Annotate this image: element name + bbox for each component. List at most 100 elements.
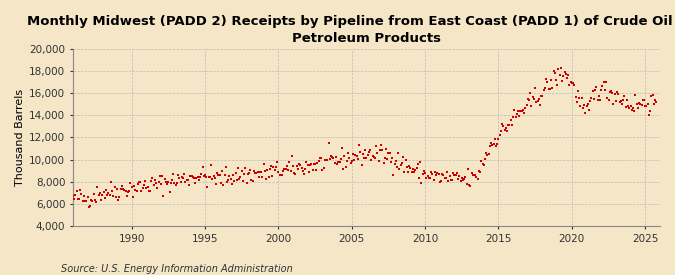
Point: [236, 169, 247, 173]
Point: [194, 175, 205, 179]
Point: [122, 194, 132, 199]
Point: [207, 177, 218, 181]
Point: [114, 194, 125, 199]
Point: [622, 98, 632, 102]
Point: [589, 97, 599, 101]
Point: [120, 188, 131, 193]
Point: [595, 98, 605, 102]
Point: [153, 180, 164, 185]
Point: [473, 169, 484, 174]
Point: [414, 176, 425, 180]
Point: [634, 101, 645, 105]
Point: [390, 159, 401, 164]
Point: [124, 189, 134, 193]
Point: [453, 177, 464, 181]
Point: [417, 172, 428, 177]
Point: [388, 172, 399, 177]
Point: [200, 173, 211, 178]
Point: [435, 180, 446, 184]
Point: [512, 109, 523, 114]
Point: [248, 169, 259, 174]
Point: [408, 170, 419, 174]
Point: [506, 122, 517, 127]
Point: [480, 157, 491, 162]
Point: [334, 160, 345, 165]
Point: [375, 148, 385, 153]
Point: [76, 192, 87, 197]
Point: [548, 69, 559, 73]
Point: [387, 156, 398, 160]
Point: [377, 148, 387, 152]
Point: [104, 192, 115, 197]
Point: [532, 99, 543, 103]
Point: [549, 71, 560, 75]
Point: [371, 144, 381, 148]
Point: [163, 180, 173, 184]
Point: [315, 156, 325, 161]
Point: [411, 166, 422, 170]
Point: [240, 166, 250, 170]
Point: [443, 179, 454, 183]
Point: [292, 167, 303, 171]
Point: [230, 171, 241, 175]
Point: [613, 92, 624, 97]
Point: [466, 171, 477, 175]
Point: [521, 102, 532, 107]
Point: [584, 108, 595, 112]
Point: [455, 179, 466, 183]
Point: [86, 197, 97, 202]
Point: [169, 181, 180, 186]
Point: [278, 169, 289, 173]
Point: [129, 184, 140, 188]
Point: [337, 146, 348, 150]
Point: [219, 173, 230, 177]
Point: [281, 164, 292, 168]
Point: [99, 196, 110, 200]
Y-axis label: Thousand Barrels: Thousand Barrels: [15, 89, 25, 186]
Point: [504, 123, 515, 127]
Point: [596, 88, 607, 92]
Point: [639, 97, 649, 102]
Point: [259, 169, 270, 173]
Point: [597, 83, 608, 88]
Point: [385, 160, 396, 164]
Point: [220, 164, 231, 169]
Point: [369, 155, 379, 159]
Point: [479, 163, 489, 167]
Point: [331, 162, 342, 167]
Point: [84, 205, 95, 210]
Point: [535, 103, 545, 108]
Point: [447, 178, 458, 182]
Point: [344, 155, 354, 160]
Point: [286, 168, 296, 173]
Point: [439, 176, 450, 180]
Point: [325, 154, 336, 158]
Point: [197, 165, 208, 169]
Point: [423, 175, 434, 180]
Point: [298, 172, 309, 177]
Point: [162, 182, 173, 186]
Point: [459, 177, 470, 181]
Point: [612, 90, 622, 94]
Point: [378, 161, 389, 165]
Point: [438, 173, 449, 177]
Point: [566, 80, 577, 85]
Point: [202, 184, 213, 189]
Point: [527, 95, 538, 99]
Point: [208, 174, 219, 179]
Point: [252, 170, 263, 174]
Point: [171, 181, 182, 185]
Point: [481, 151, 491, 155]
Point: [372, 151, 383, 155]
Point: [577, 105, 588, 110]
Point: [173, 173, 184, 178]
Point: [348, 152, 358, 156]
Point: [81, 198, 92, 203]
Point: [520, 106, 531, 110]
Point: [345, 161, 356, 165]
Point: [191, 176, 202, 180]
Point: [468, 173, 479, 177]
Point: [551, 82, 562, 87]
Point: [578, 103, 589, 107]
Point: [257, 175, 268, 179]
